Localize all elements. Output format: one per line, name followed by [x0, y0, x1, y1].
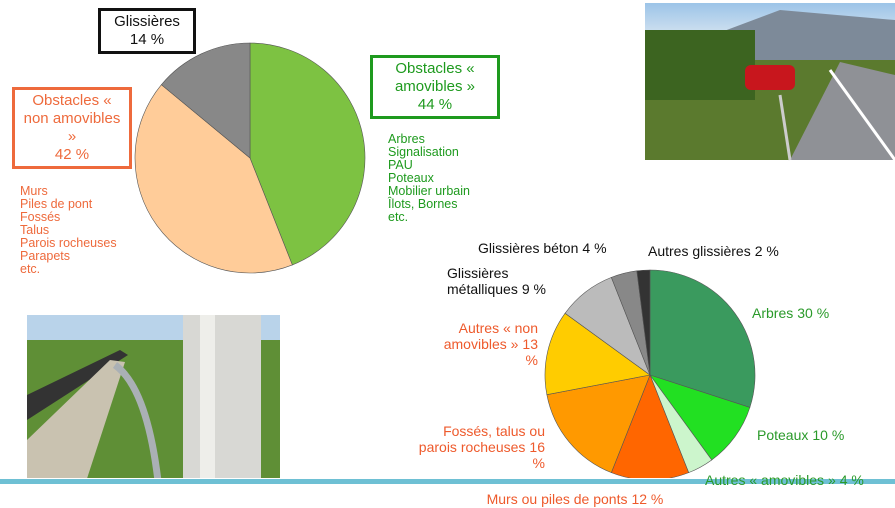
- category-name: Glissières métalliques: [447, 265, 518, 297]
- annotation-line: etc.: [20, 263, 117, 276]
- slice-label: Obstacles « non amovibles »42 %: [12, 87, 132, 169]
- value-label: 9 %: [522, 281, 546, 297]
- category-name: Glissières: [105, 13, 189, 31]
- category-name: Autres « amovibles »: [705, 472, 836, 488]
- value-label: 14 %: [105, 31, 189, 49]
- slice-label: Autres « amovibles »4 %: [705, 472, 895, 488]
- category-name: Glissières béton: [478, 240, 578, 256]
- category-name: Arbres: [752, 305, 793, 321]
- slice-label: Obstacles « amovibles »44 %: [370, 55, 500, 119]
- value-label: 4 %: [582, 240, 606, 256]
- value-label: 16 %: [529, 439, 545, 471]
- value-label: 13 %: [522, 336, 538, 368]
- category-name: Murs ou piles de ponts: [487, 491, 628, 507]
- slide: Obstacles « amovibles »44 % Obstacles « n…: [0, 0, 895, 508]
- photo-road: [645, 3, 895, 160]
- photo-guardrail: [27, 315, 280, 500]
- category-name: Obstacles « non amovibles »: [19, 92, 125, 146]
- value-label: 44 %: [377, 96, 493, 114]
- value-label: 4 %: [840, 472, 864, 488]
- annotation-line: etc.: [388, 211, 470, 224]
- category-name: Fossés, talus ou parois rocheuses: [419, 423, 545, 455]
- value-label: 12 %: [631, 491, 663, 507]
- value-label: 42 %: [19, 146, 125, 164]
- slice-label: Autres « non amovibles »13 %: [430, 320, 538, 368]
- category-name: Poteaux: [757, 427, 808, 443]
- value-label: 30 %: [797, 305, 829, 321]
- category-name: Autres glissières: [648, 243, 751, 259]
- value-label: 2 %: [755, 243, 779, 259]
- category-name: Obstacles « amovibles »: [377, 60, 493, 96]
- value-label: 10 %: [812, 427, 844, 443]
